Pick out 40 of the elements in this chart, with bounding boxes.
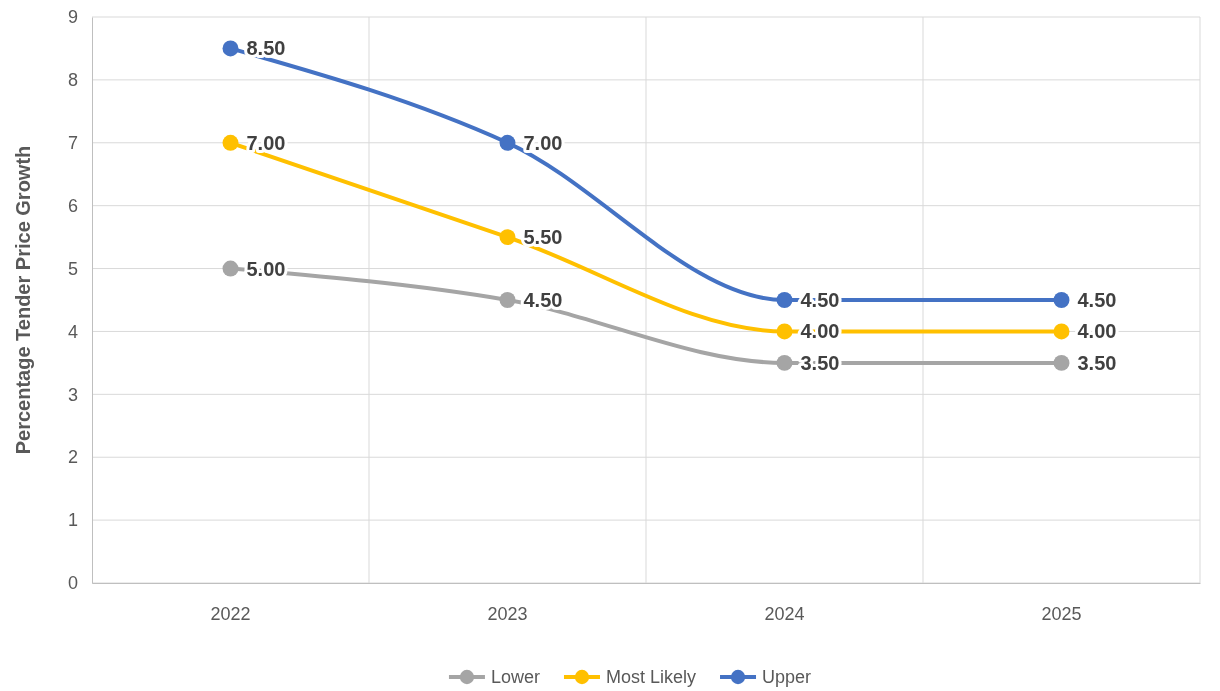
- y-tick-label: 6: [67, 195, 78, 216]
- point: [1053, 292, 1070, 308]
- data-label: 3.50: [800, 351, 840, 374]
- point: [776, 323, 793, 340]
- point: [222, 40, 239, 57]
- y-tick-label: 5: [67, 258, 78, 279]
- legend-label: Upper: [762, 667, 812, 688]
- point: [222, 134, 239, 151]
- y-tick-label: 3: [67, 384, 78, 405]
- data-label: 5.50: [523, 226, 563, 249]
- y-tick-label: 7: [67, 133, 78, 154]
- x-tick-label: 2022: [210, 603, 251, 624]
- data-label: 4.00: [1077, 320, 1117, 343]
- legend-label: Lower: [490, 667, 540, 688]
- data-label: 3.50: [1077, 351, 1117, 374]
- point: [776, 292, 793, 308]
- data-label: 7.00: [523, 131, 563, 154]
- y-tick-label: 1: [67, 510, 78, 531]
- data-label: 4.50: [1077, 289, 1117, 311]
- point: [1053, 354, 1070, 371]
- data-label: 4.50: [523, 289, 563, 311]
- data-label: 7.00: [246, 131, 286, 154]
- y-axis-title: Percentage Tender Price Growth: [12, 145, 34, 455]
- point: [499, 292, 516, 308]
- data-label: 5.00: [246, 257, 286, 280]
- x-tick-label: 2023: [487, 603, 528, 624]
- point: [499, 134, 516, 151]
- x-tick-label: 2024: [764, 603, 805, 624]
- point: [499, 229, 516, 246]
- data-label: 8.50: [246, 37, 286, 60]
- y-tick-label: 8: [67, 70, 78, 91]
- point: [776, 354, 793, 371]
- point: [1053, 323, 1070, 340]
- x-tick-label: 2025: [1041, 603, 1082, 624]
- point: [222, 260, 239, 277]
- y-tick-label: 2: [67, 447, 78, 468]
- y-tick-label: 4: [67, 321, 78, 342]
- legend-label: Most Likely: [605, 667, 697, 688]
- y-tick-label: 9: [67, 7, 78, 28]
- y-tick-label: 0: [67, 573, 78, 594]
